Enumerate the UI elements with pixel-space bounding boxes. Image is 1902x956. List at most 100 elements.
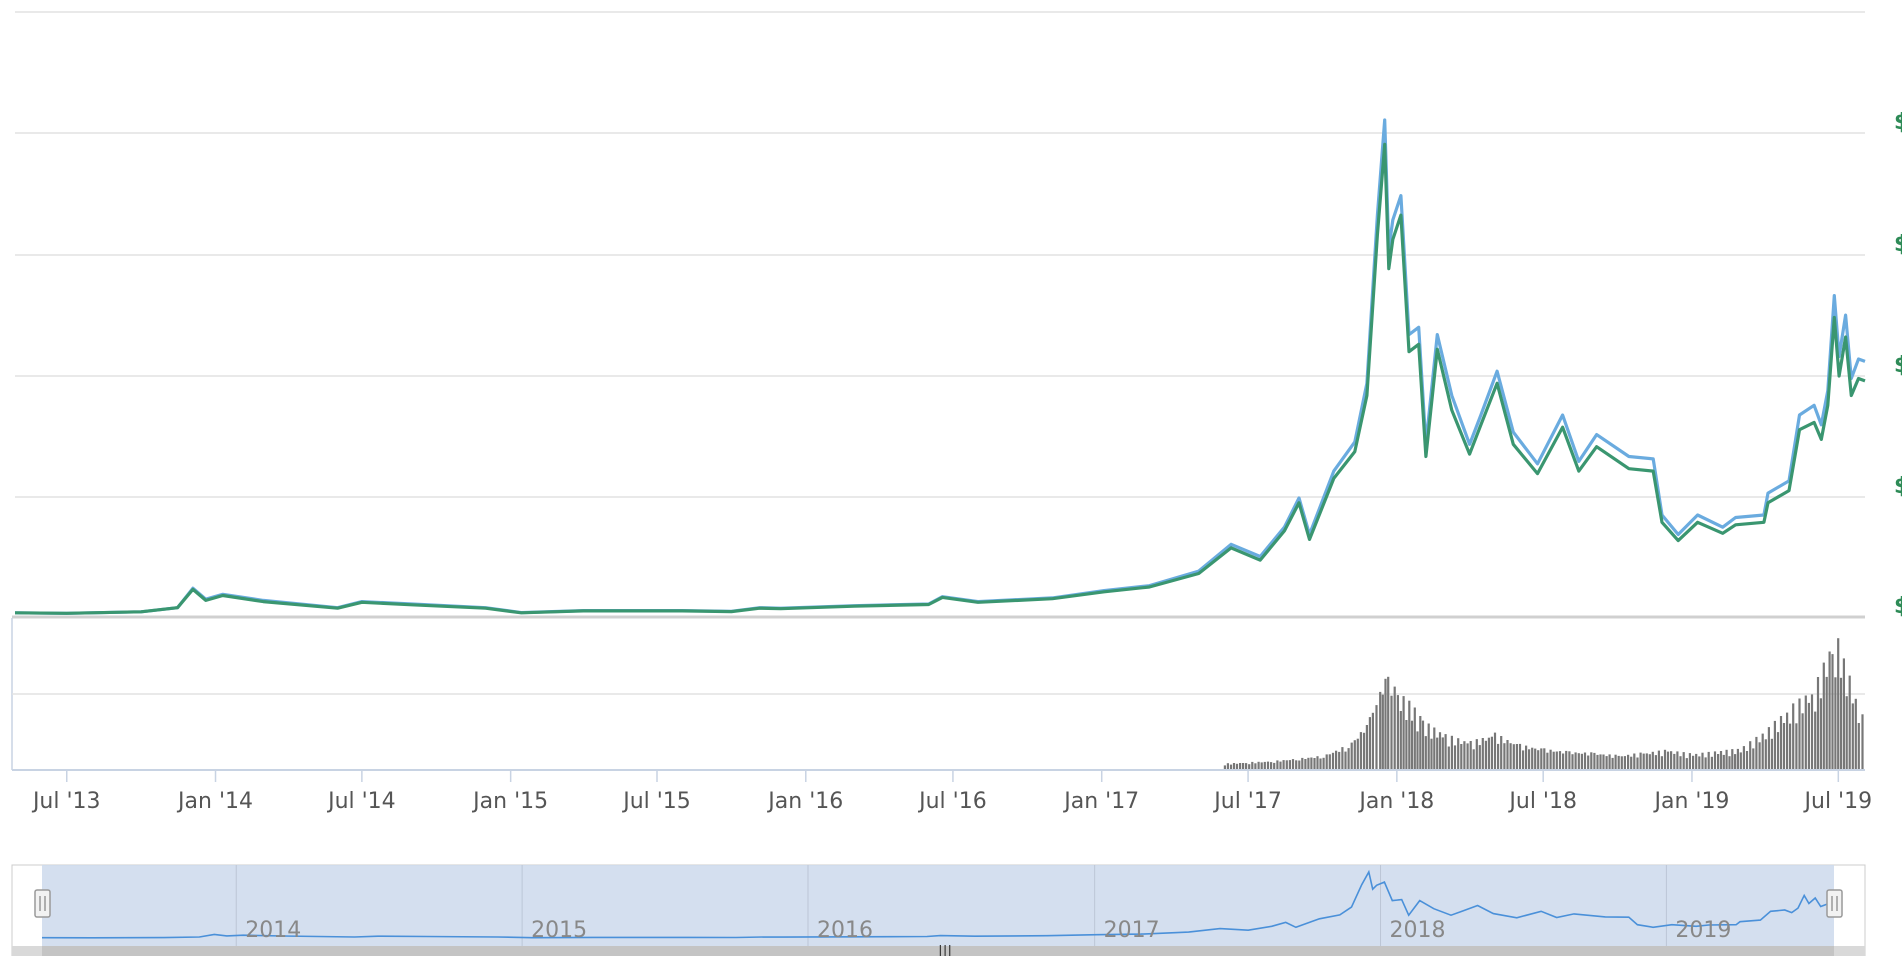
volume-bar — [1522, 750, 1525, 769]
price-series-group — [14, 118, 1866, 615]
volume-bar — [1475, 739, 1478, 769]
volume-bar — [1436, 737, 1439, 769]
volume-bar — [1387, 676, 1390, 769]
volume-bar — [1828, 651, 1831, 769]
navigator[interactable]: 2014 2015 2016 2017 2018 2019 ||| — [11, 864, 1866, 956]
volume-bar — [1460, 744, 1463, 769]
volume-bar — [1245, 763, 1248, 769]
y-axis-label: $ — [1894, 474, 1902, 499]
volume-bar — [1362, 732, 1366, 769]
navigator-year-label: 2017 — [1104, 918, 1160, 943]
volume-bar — [1427, 723, 1430, 769]
volume-bar — [1701, 752, 1704, 769]
x-tick-label: Jan '14 — [176, 789, 253, 814]
volume-bar — [1223, 765, 1226, 769]
volume-bar — [1614, 754, 1617, 769]
volume-bar — [1639, 752, 1642, 769]
volume-bar — [1593, 752, 1596, 769]
volume-bar — [1453, 745, 1457, 769]
volume-bar — [1371, 712, 1374, 769]
navigator-year-labels: 2014 2015 2016 2017 2018 2019 — [245, 918, 1731, 943]
volume-bar — [1764, 739, 1767, 769]
volume-bar — [1279, 761, 1282, 769]
volume-bar — [1472, 749, 1475, 769]
volume-bar — [1685, 758, 1688, 769]
volume-bar — [1512, 744, 1515, 769]
volume-bar — [1837, 638, 1840, 769]
volume-bar — [1466, 743, 1469, 769]
x-tick-label: Jan '19 — [1652, 789, 1729, 814]
volume-bar — [1413, 707, 1416, 769]
volume-bar — [1410, 720, 1414, 769]
volume-bar — [1725, 749, 1728, 769]
volume-bar — [1670, 751, 1673, 769]
y-axis-label: $ — [1894, 110, 1902, 135]
volume-bar — [1450, 735, 1453, 769]
volume-bar — [1288, 760, 1291, 769]
volume-bar — [1710, 756, 1713, 769]
volume-bar — [1602, 754, 1605, 769]
volume-bar — [1755, 736, 1758, 769]
volume-bar — [1248, 764, 1251, 769]
volume-bar — [1611, 757, 1614, 769]
volume-bar — [1648, 754, 1651, 769]
volume-bar — [1484, 740, 1487, 769]
volume-bar — [1819, 698, 1822, 769]
volume-bar — [1795, 723, 1798, 769]
x-tick-label: Jan '15 — [471, 789, 548, 814]
volume-bar — [1804, 695, 1807, 769]
volume-bar — [1438, 732, 1442, 769]
volume-bar — [1580, 753, 1583, 769]
scrollbar-grip-icon[interactable]: ||| — [938, 944, 952, 956]
volume-bar — [1396, 695, 1399, 769]
volume-bar — [1478, 745, 1481, 769]
volume-bar — [1322, 757, 1325, 769]
navigator-series — [41, 869, 1835, 939]
volume-bar — [1713, 751, 1717, 769]
volume-bar — [1633, 753, 1636, 769]
navigator-left-handle[interactable] — [34, 889, 51, 918]
volume-bar — [1627, 754, 1630, 769]
volume-bar — [1831, 654, 1834, 769]
x-tick-label: Jan '17 — [1062, 789, 1139, 814]
x-tick-label: Jul '16 — [917, 789, 987, 814]
volume-bar — [1316, 756, 1319, 769]
volume-bar — [1651, 751, 1654, 769]
volume-bar — [1786, 712, 1789, 769]
volume-bar — [1698, 756, 1701, 769]
volume-bar — [1558, 751, 1562, 769]
navigator-selection-mask[interactable] — [42, 865, 1834, 956]
volume-bar — [1384, 678, 1387, 769]
volume-bar — [1801, 713, 1804, 769]
volume-bar — [1688, 753, 1691, 769]
volume-bar — [1549, 749, 1552, 769]
volume-bar — [1707, 751, 1710, 769]
x-tick-label: Jul '19 — [1803, 789, 1873, 814]
volume-bar — [1304, 759, 1307, 769]
volume-bar — [1447, 746, 1450, 769]
volume-bar — [1773, 720, 1776, 769]
volume-bar — [1341, 747, 1344, 769]
volume-bar — [1842, 658, 1845, 769]
price-gridlines — [15, 11, 1865, 498]
navigator-scrollbar-thumb[interactable] — [42, 946, 1834, 956]
volume-bar — [1792, 703, 1795, 769]
volume-bar — [1239, 763, 1242, 769]
volume-bar — [1379, 691, 1382, 769]
volume-bar — [1266, 761, 1270, 769]
volume-bar — [1481, 738, 1484, 769]
volume-bar — [1546, 752, 1549, 769]
x-tick-label: Jan '16 — [766, 789, 843, 814]
volume-bar — [1657, 750, 1660, 769]
volume-bar — [1537, 750, 1540, 769]
navigator-right-handle[interactable] — [1826, 889, 1843, 918]
volume-bar — [1503, 743, 1506, 769]
volume-bar — [1390, 695, 1393, 769]
volume-bar — [1375, 705, 1378, 769]
price-series-2 — [14, 142, 1866, 615]
volume-bar — [1365, 725, 1368, 769]
volume-bar — [1331, 752, 1335, 769]
volume-panel — [11, 618, 1865, 771]
volume-bar — [1493, 732, 1497, 769]
